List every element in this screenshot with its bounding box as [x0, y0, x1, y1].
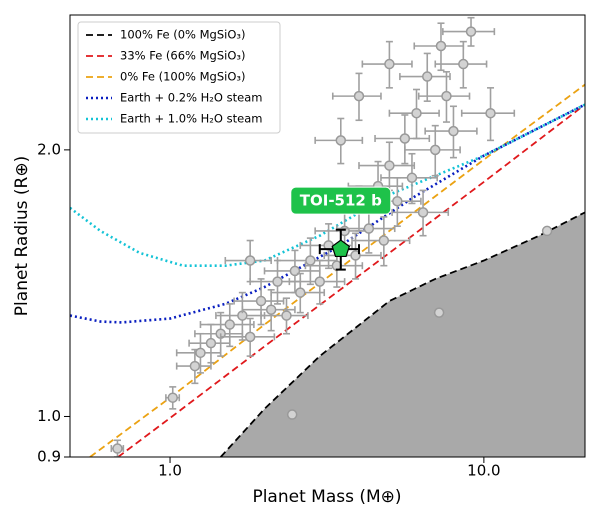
data-point — [286, 409, 298, 420]
legend-label: 0% Fe (100% MgSiO₃) — [120, 70, 246, 84]
data-point — [406, 172, 418, 184]
data-point — [265, 304, 277, 315]
plot-frame — [69, 14, 586, 458]
legend-label: Earth + 0.2% H₂O steam — [120, 91, 262, 105]
data-point — [224, 319, 236, 330]
data-point — [392, 195, 403, 207]
model-line — [220, 211, 585, 457]
legend-label: 100% Fe (0% MgSiO₃) — [120, 28, 246, 42]
legend-label: 33% Fe (66% MgSiO₃) — [120, 49, 246, 63]
annotation-box — [290, 186, 392, 215]
data-point — [541, 225, 553, 237]
annotation-label: TOI-512 b — [300, 192, 382, 210]
data-point — [205, 337, 217, 349]
data-point — [378, 235, 390, 246]
fill-region — [220, 212, 585, 457]
data-point — [384, 160, 395, 171]
data-point — [417, 207, 429, 218]
highlight-point — [331, 239, 351, 258]
data-point — [421, 71, 433, 82]
data-point — [167, 392, 178, 403]
data-point — [244, 331, 256, 343]
x-tick-label: 1.0 — [158, 462, 182, 480]
data-point — [272, 276, 283, 287]
data-point — [458, 58, 469, 70]
model-line — [70, 103, 585, 324]
data-point — [399, 133, 411, 144]
data-point — [363, 223, 375, 234]
data-point — [485, 107, 496, 119]
data-point — [295, 287, 306, 298]
data-point — [465, 26, 477, 37]
y-tick-label: 0.9 — [37, 448, 61, 466]
data-point — [112, 443, 123, 454]
data-point — [281, 310, 292, 321]
model-line — [117, 103, 585, 457]
data-point — [448, 125, 459, 137]
data-point — [430, 144, 441, 156]
data-point — [314, 276, 326, 287]
data-point — [195, 347, 206, 359]
x-tick-label: 10.0 — [467, 462, 500, 480]
model-line — [89, 83, 585, 457]
data-point — [350, 250, 361, 261]
data-point — [244, 255, 256, 266]
data-point — [353, 90, 365, 102]
y-axis-label: Planet Radius (R⊕) — [12, 156, 32, 316]
plot-area — [70, 16, 585, 457]
y-tick-label: 2.0 — [37, 140, 61, 158]
overlay: 1.0 10.0 0.9 1.0 2.0 TOI-512 b 100% Fe (0% MgS… — [37, 21, 501, 480]
data-point — [335, 135, 347, 146]
x-axis-label: Planet Mass (M⊕) — [252, 487, 401, 507]
model-line — [70, 103, 585, 267]
y-tick-label: 1.0 — [37, 407, 61, 425]
data-point — [305, 255, 316, 266]
legend-box — [77, 21, 281, 134]
data-point — [411, 107, 422, 119]
data-point — [255, 295, 267, 307]
data-point — [384, 58, 395, 70]
data-point — [189, 360, 201, 372]
data-point — [433, 307, 445, 318]
data-point — [435, 40, 447, 52]
legend-label: Earth + 1.0% H₂O steam — [120, 112, 262, 126]
data-point — [441, 90, 452, 102]
